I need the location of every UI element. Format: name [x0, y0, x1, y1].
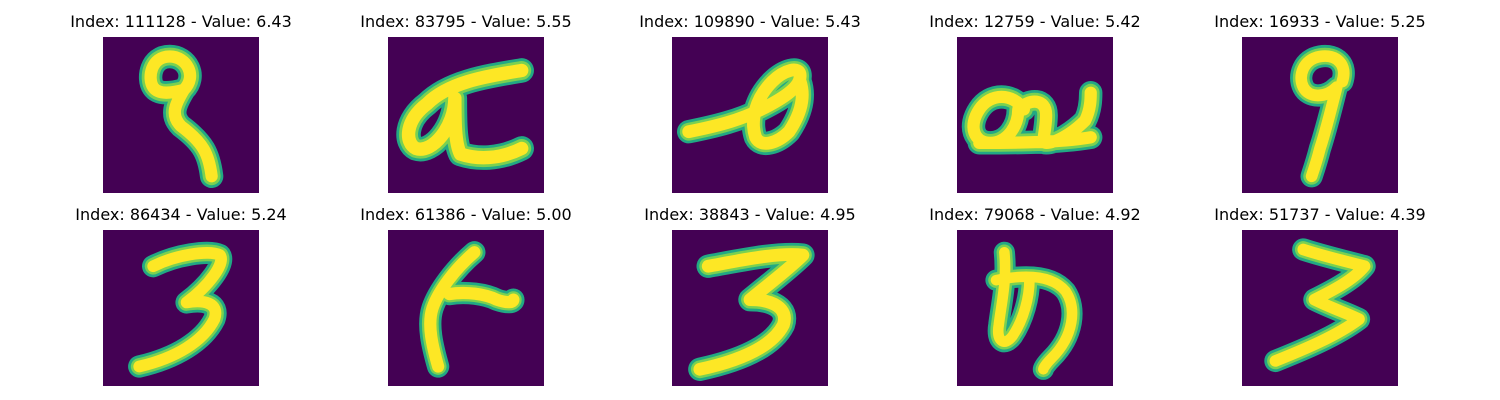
- digit-image-nine: [103, 37, 259, 193]
- digit-image-nine: [1242, 37, 1398, 193]
- panel-title: Index: 61386 - Value: 5.00: [360, 205, 572, 224]
- panel-title: Index: 109890 - Value: 5.43: [639, 12, 861, 31]
- digit-image-zigzag-three: [1242, 230, 1398, 386]
- digit-image-three: [103, 230, 259, 386]
- digit-image-curl: [957, 230, 1113, 386]
- panel-title: Index: 86434 - Value: 5.24: [75, 205, 287, 224]
- digit-image-loop: [957, 37, 1113, 193]
- panel-title: Index: 79068 - Value: 4.92: [929, 205, 1141, 224]
- panel-title: Index: 12759 - Value: 5.42: [929, 12, 1141, 31]
- digit-image-leaf: [672, 37, 828, 193]
- digit-image-hook: [388, 230, 544, 386]
- digit-image-alpha: [388, 37, 544, 193]
- panel-title: Index: 111128 - Value: 6.43: [70, 12, 292, 31]
- panel-title: Index: 83795 - Value: 5.55: [360, 12, 572, 31]
- panel-title: Index: 38843 - Value: 4.95: [644, 205, 856, 224]
- digit-image-three: [672, 230, 828, 386]
- panel-title: Index: 16933 - Value: 5.25: [1214, 12, 1426, 31]
- panel-title: Index: 51737 - Value: 4.39: [1214, 205, 1426, 224]
